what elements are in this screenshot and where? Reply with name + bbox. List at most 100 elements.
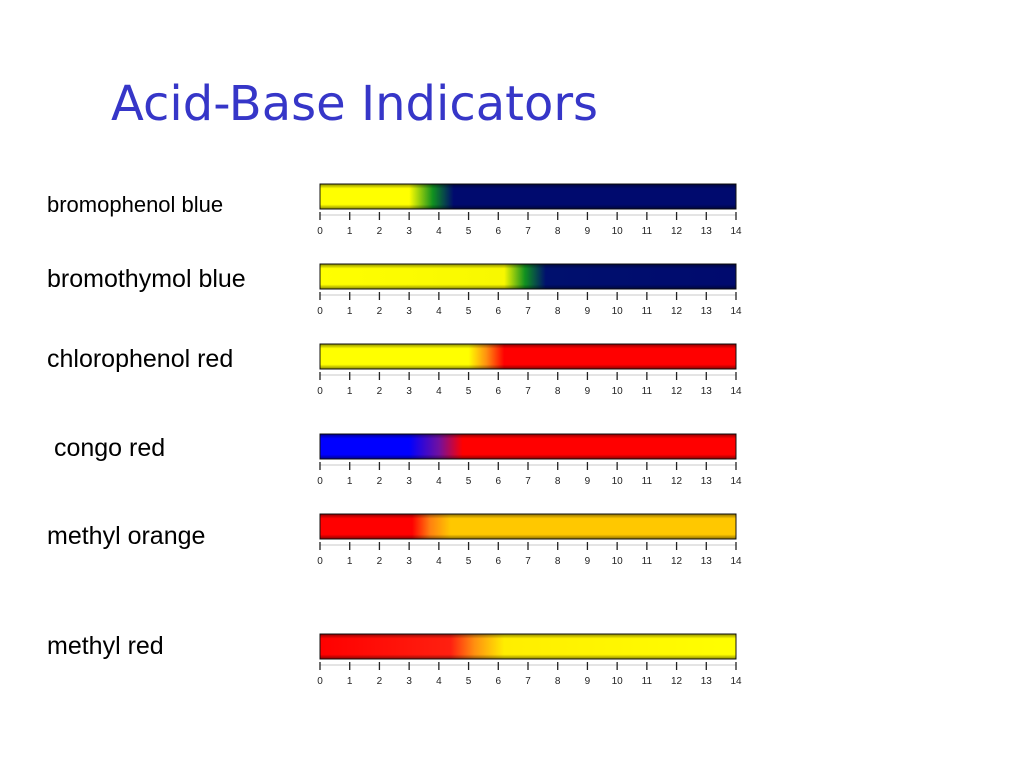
tick-label: 14 <box>730 306 742 317</box>
tick-label: 14 <box>730 226 742 237</box>
indicator-label: congo red <box>47 434 166 462</box>
indicator-label: chlorophenol red <box>47 345 234 373</box>
tick-label: 6 <box>496 476 502 487</box>
indicator-color-scale: 0 1 2 3 4 5 6 7 8 9 10 11 12 13 14 <box>317 433 742 487</box>
tick-label: 11 <box>642 676 653 687</box>
tick-label: 9 <box>585 476 591 487</box>
tick-label: 3 <box>406 476 412 487</box>
tick-label: 8 <box>555 386 561 397</box>
tick-label: 1 <box>347 556 353 567</box>
tick-label: 14 <box>730 476 742 487</box>
tick-label: 4 <box>436 676 442 687</box>
tick-label: 10 <box>612 386 624 397</box>
tick-label: 4 <box>436 556 442 567</box>
indicator-color-scale: 0 1 2 3 4 5 6 7 8 9 10 11 12 13 14 <box>317 513 742 567</box>
tick-label: 13 <box>701 386 713 397</box>
tick-label: 4 <box>436 476 442 487</box>
tick-label: 4 <box>436 306 442 317</box>
tick-label: 12 <box>671 476 683 487</box>
tick-label: 8 <box>555 476 561 487</box>
tick-label: 13 <box>701 476 713 487</box>
tick-label: 12 <box>671 386 683 397</box>
tick-label: 8 <box>555 556 561 567</box>
tick-label: 10 <box>612 556 624 567</box>
tick-label: 9 <box>585 676 591 687</box>
tick-label: 0 <box>317 476 323 487</box>
tick-label: 3 <box>406 556 412 567</box>
tick-label: 2 <box>377 386 383 397</box>
tick-label: 12 <box>671 306 683 317</box>
tick-label: 6 <box>496 676 502 687</box>
tick-label: 5 <box>466 676 472 687</box>
bar-shading <box>320 344 736 369</box>
tick-label: 11 <box>642 556 653 567</box>
tick-label: 14 <box>730 556 742 567</box>
tick-label: 0 <box>317 676 323 687</box>
tick-label: 9 <box>585 386 591 397</box>
indicator-color-scale: 0 1 2 3 4 5 6 7 8 9 10 11 12 13 14 <box>317 183 742 237</box>
tick-label: 8 <box>555 226 561 237</box>
tick-label: 10 <box>612 306 624 317</box>
tick-label: 3 <box>406 226 412 237</box>
tick-label: 14 <box>730 386 742 397</box>
bar-shading <box>320 514 736 539</box>
tick-label: 4 <box>436 226 442 237</box>
indicator-label: methyl red <box>47 632 164 660</box>
tick-label: 5 <box>466 476 472 487</box>
tick-label: 1 <box>347 676 353 687</box>
tick-label: 13 <box>701 676 713 687</box>
tick-label: 6 <box>496 386 502 397</box>
tick-label: 8 <box>555 306 561 317</box>
slide-title: Acid-Base Indicators <box>111 76 599 132</box>
tick-label: 12 <box>671 556 683 567</box>
tick-label: 3 <box>406 386 412 397</box>
tick-label: 10 <box>612 226 624 237</box>
indicator-label: bromophenol blue <box>47 192 224 217</box>
tick-label: 5 <box>466 386 472 397</box>
indicator-label: bromothymol blue <box>47 265 246 293</box>
tick-label: 10 <box>612 676 624 687</box>
tick-label: 11 <box>642 306 653 317</box>
tick-label: 2 <box>377 226 383 237</box>
tick-label: 7 <box>525 226 531 237</box>
tick-label: 0 <box>317 386 323 397</box>
tick-label: 8 <box>555 676 561 687</box>
tick-label: 2 <box>377 676 383 687</box>
tick-label: 13 <box>701 556 713 567</box>
indicator-color-scale: 0 1 2 3 4 5 6 7 8 9 10 11 12 13 14 <box>317 633 742 687</box>
tick-label: 7 <box>525 386 531 397</box>
bar-shading <box>320 634 736 659</box>
indicator-label: methyl orange <box>47 522 206 550</box>
tick-label: 7 <box>525 556 531 567</box>
tick-label: 11 <box>642 476 653 487</box>
tick-label: 2 <box>377 556 383 567</box>
tick-label: 2 <box>377 476 383 487</box>
tick-label: 12 <box>671 676 683 687</box>
tick-label: 6 <box>496 306 502 317</box>
tick-label: 12 <box>671 226 683 237</box>
tick-label: 10 <box>612 476 624 487</box>
tick-label: 9 <box>585 556 591 567</box>
tick-label: 9 <box>585 226 591 237</box>
tick-label: 6 <box>496 226 502 237</box>
tick-label: 2 <box>377 306 383 317</box>
tick-label: 11 <box>642 226 653 237</box>
bar-shading <box>320 184 736 209</box>
tick-label: 6 <box>496 556 502 567</box>
indicator-color-scale: 0 1 2 3 4 5 6 7 8 9 10 11 12 13 14 <box>317 263 742 317</box>
tick-label: 0 <box>317 556 323 567</box>
tick-label: 1 <box>347 476 353 487</box>
tick-label: 1 <box>347 306 353 317</box>
tick-label: 7 <box>525 306 531 317</box>
tick-label: 9 <box>585 306 591 317</box>
bar-shading <box>320 264 736 289</box>
tick-label: 1 <box>347 386 353 397</box>
tick-label: 3 <box>406 676 412 687</box>
tick-label: 4 <box>436 386 442 397</box>
tick-label: 11 <box>642 386 653 397</box>
tick-label: 13 <box>701 306 713 317</box>
bar-shading <box>320 434 736 459</box>
tick-label: 0 <box>317 226 323 237</box>
tick-label: 0 <box>317 306 323 317</box>
tick-label: 13 <box>701 226 713 237</box>
